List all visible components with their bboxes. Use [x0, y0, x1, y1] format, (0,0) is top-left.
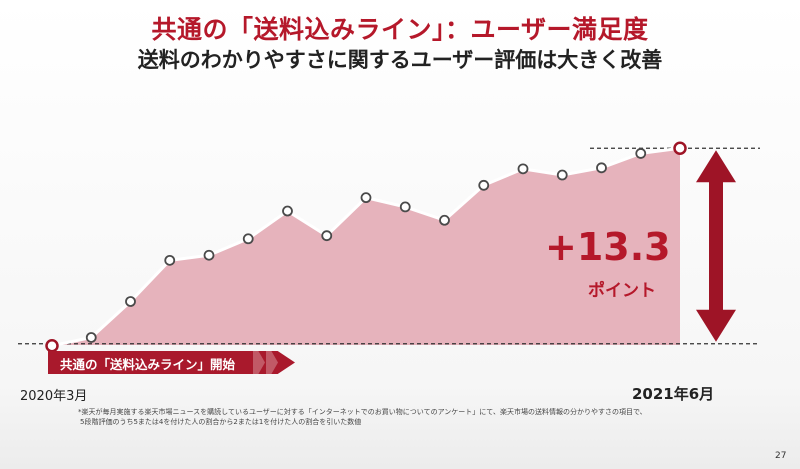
delta-unit: ポイント [588, 281, 656, 301]
data-point [282, 205, 293, 217]
data-point [321, 230, 333, 242]
double-arrow-icon [696, 150, 736, 342]
x-axis-start-label: 2020年3月 [20, 389, 88, 404]
data-point [45, 338, 59, 353]
chevron-icon [266, 351, 278, 374]
data-point [242, 233, 254, 245]
data-point [125, 296, 136, 307]
data-point [517, 163, 529, 175]
data-point [478, 179, 490, 191]
data-point [360, 192, 372, 204]
start-banner [48, 351, 295, 374]
footnote-line-1: *楽天が毎月実施する楽天市場ニュースを購読しているユーザーに対する「インターネッ… [78, 408, 647, 416]
start-banner-label: 共通の「送料込みライン」開始 [60, 357, 236, 372]
slide-subtitle: 送料のわかりやすさに関するユーザー評価は大きく改善 [137, 48, 663, 72]
delta-value: +13.3 [545, 225, 671, 269]
data-point [85, 332, 97, 343]
data-point [164, 254, 176, 266]
x-axis-end-label: 2021年6月 [632, 385, 715, 403]
data-point [439, 214, 450, 226]
data-point [635, 148, 647, 159]
data-point [203, 249, 215, 261]
page-number: 27 [775, 451, 787, 461]
chevron-icon [253, 351, 265, 374]
data-point [673, 141, 687, 156]
footnote: *楽天が毎月実施する楽天市場ニュースを購読しているユーザーに対する「インターネッ… [78, 407, 778, 427]
data-point [596, 162, 607, 174]
data-point [556, 169, 568, 181]
data-point [399, 201, 411, 213]
area-fill [52, 148, 680, 346]
slide-title: 共通の「送料込みライン」：ユーザー満足度 [151, 15, 649, 44]
footnote-line-2: 5段階評価のうち5または4を付けた人の割合から2または1を付けた人の割合を引いた… [80, 418, 362, 426]
